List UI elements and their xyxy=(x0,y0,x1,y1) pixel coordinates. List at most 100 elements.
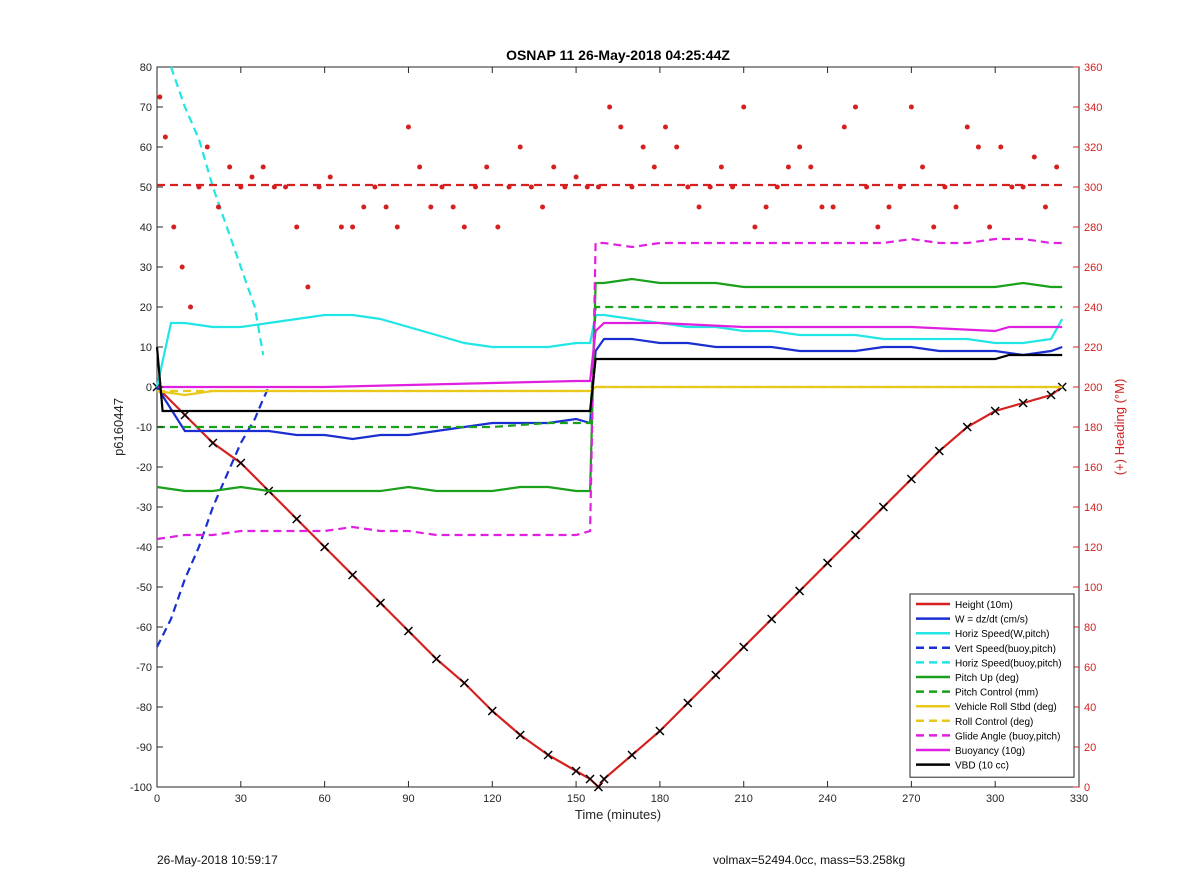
legend-label: Vehicle Roll Stbd (deg) xyxy=(955,702,1057,713)
height-marker xyxy=(348,570,358,580)
legend-label: VBD (10 cc) xyxy=(955,761,1009,772)
x-tick-label: 60 xyxy=(319,793,331,805)
height-marker xyxy=(292,514,302,524)
x-tick-label: 330 xyxy=(1070,793,1088,805)
heading-point xyxy=(819,204,825,210)
y-axis-label: p6160447 xyxy=(111,398,126,456)
heading-point xyxy=(685,184,691,190)
chart-title: OSNAP 11 26-May-2018 04:25:44Z xyxy=(506,47,730,63)
y-tick-label: -70 xyxy=(136,662,152,674)
y-tick-label: -100 xyxy=(130,782,152,794)
heading-point xyxy=(327,174,333,180)
heading-point xyxy=(1009,184,1015,190)
y-tick-label: -10 xyxy=(136,422,152,434)
series-line-vert-speed-buoy-pitch xyxy=(156,386,270,648)
heading-point xyxy=(249,174,255,180)
heading-point xyxy=(573,174,579,180)
heading-point xyxy=(495,224,501,230)
y-right-tick-label: 140 xyxy=(1084,502,1102,514)
heading-point xyxy=(707,184,713,190)
footer-volmax-mass: volmax=52494.0cc, mass=53.258kg xyxy=(713,853,906,867)
heading-point xyxy=(674,144,680,150)
height-marker xyxy=(515,730,525,740)
heading-point xyxy=(528,184,534,190)
heading-point xyxy=(651,164,657,170)
heading-point xyxy=(271,184,277,190)
heading-point xyxy=(428,204,434,210)
height-marker xyxy=(593,782,603,792)
heading-point xyxy=(361,204,367,210)
heading-point xyxy=(305,284,311,290)
height-marker xyxy=(599,774,609,784)
heading-point xyxy=(283,184,289,190)
heading-point xyxy=(864,184,870,190)
heading-point xyxy=(540,204,546,210)
heading-point xyxy=(953,204,959,210)
y-tick-label: 40 xyxy=(140,222,152,234)
heading-point xyxy=(618,124,624,130)
heading-point xyxy=(741,104,747,110)
height-marker xyxy=(739,642,749,652)
heading-point xyxy=(785,164,791,170)
y-tick-label: 80 xyxy=(140,62,152,74)
y-right-tick-label: 0 xyxy=(1084,782,1090,794)
legend-label: Vert Speed(buoy,pitch) xyxy=(955,644,1056,655)
heading-point xyxy=(1054,164,1060,170)
height-marker xyxy=(375,598,386,608)
height-marker xyxy=(403,626,413,636)
height-marker xyxy=(180,410,190,420)
height-marker xyxy=(585,774,595,784)
heading-point xyxy=(204,144,210,150)
height-marker xyxy=(487,706,497,716)
x-tick-label: 0 xyxy=(154,793,160,805)
heading-point xyxy=(730,184,736,190)
heading-point xyxy=(215,204,221,210)
legend-label: Buoyancy (10g) xyxy=(955,746,1025,757)
heading-point xyxy=(405,124,411,130)
height-marker xyxy=(320,542,330,552)
y-right-tick-label: 280 xyxy=(1084,222,1102,234)
y-right-tick-label: 100 xyxy=(1084,582,1102,594)
height-marker xyxy=(878,502,888,512)
height-marker xyxy=(627,750,637,760)
series-line-w-dz-dt-cm-s xyxy=(156,337,1063,441)
heading-point xyxy=(987,224,993,230)
y-right-tick-label: 80 xyxy=(1084,622,1096,634)
y-tick-label: -80 xyxy=(136,702,152,714)
heading-point xyxy=(417,164,423,170)
legend-label: Horiz Speed(buoy,pitch) xyxy=(955,658,1062,669)
y-right-tick-label: 180 xyxy=(1084,422,1102,434)
y-right-tick-label: 240 xyxy=(1084,302,1102,314)
y-axis-right-label: (+) Heading (°M) xyxy=(1112,379,1127,476)
heading-point xyxy=(227,164,233,170)
height-marker xyxy=(1018,398,1028,408)
heading-point xyxy=(484,164,490,170)
legend-label: Pitch Control (mm) xyxy=(955,688,1038,699)
heading-point xyxy=(171,224,177,230)
y-tick-label: 50 xyxy=(140,182,152,194)
heading-point xyxy=(196,184,202,190)
height-marker xyxy=(1057,382,1067,392)
y-tick-label: -50 xyxy=(136,582,152,594)
y-right-tick-label: 60 xyxy=(1084,662,1096,674)
heading-point xyxy=(629,184,635,190)
heading-point xyxy=(188,304,194,310)
heading-point xyxy=(830,204,836,210)
heading-point xyxy=(383,204,389,210)
heading-point xyxy=(316,184,322,190)
heading-point xyxy=(1042,204,1048,210)
heading-point xyxy=(752,224,758,230)
heading-point xyxy=(372,184,378,190)
x-tick-label: 30 xyxy=(235,793,247,805)
axes-layer: 0 30 60 90 120 150 180 210 240 270 300 330-100-90-8… xyxy=(130,62,1102,805)
y-tick-label: 60 xyxy=(140,142,152,154)
height-marker xyxy=(906,474,916,484)
y-right-tick-label: 40 xyxy=(1084,702,1096,714)
height-marker xyxy=(543,750,553,760)
heading-point xyxy=(841,124,847,130)
y-tick-label: 20 xyxy=(140,302,152,314)
heading-point xyxy=(1031,154,1037,160)
y-tick-label: 10 xyxy=(140,342,152,354)
y-tick-label: -40 xyxy=(136,542,152,554)
